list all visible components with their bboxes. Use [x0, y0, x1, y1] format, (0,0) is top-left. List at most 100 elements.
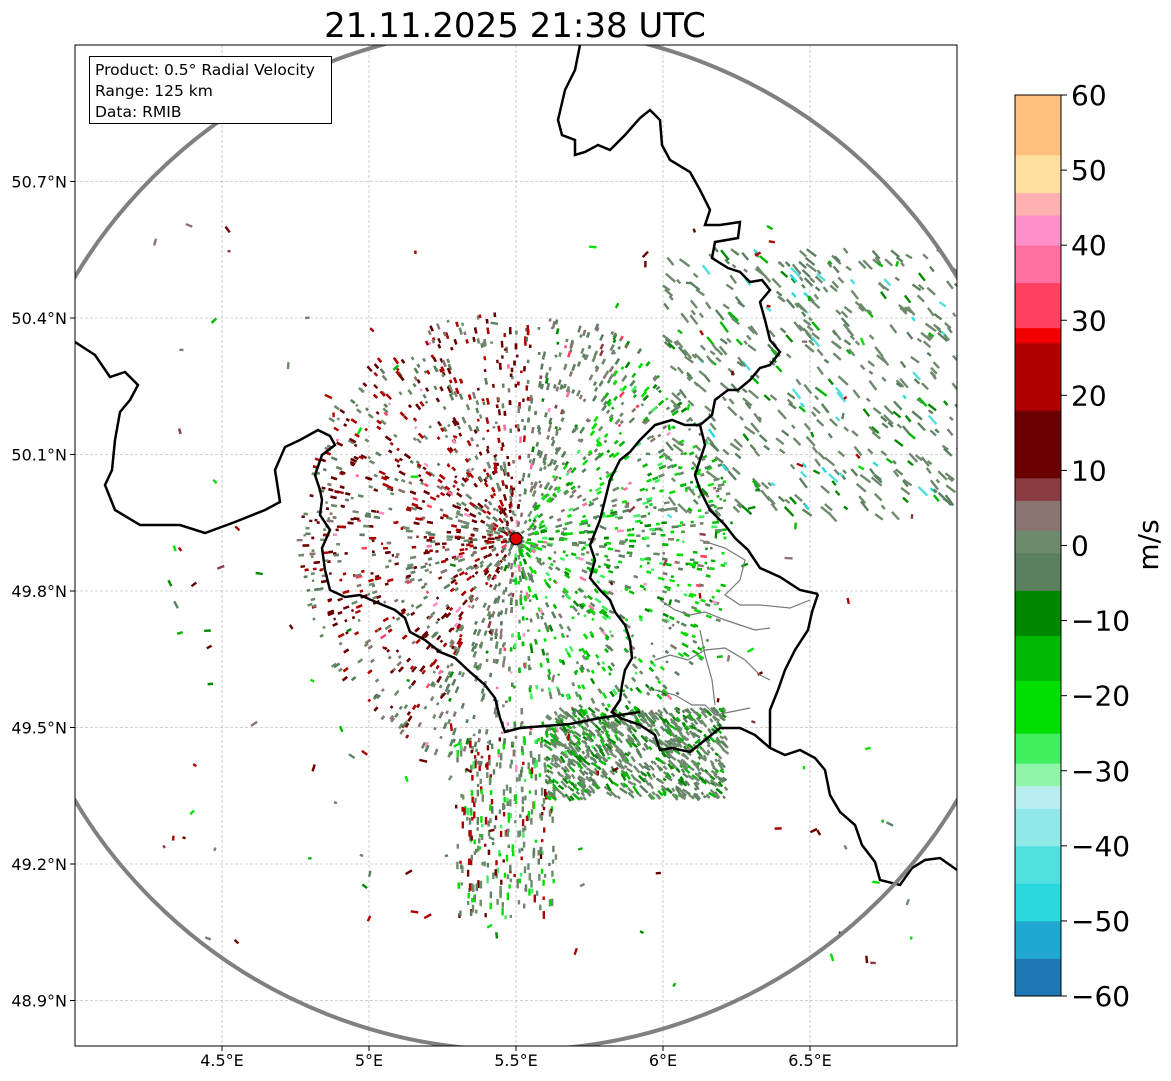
- echo-gate: [314, 518, 318, 522]
- echo-gate: [456, 487, 461, 492]
- echo-gate: [504, 607, 508, 615]
- echo-gate: [627, 481, 633, 486]
- echo-gate: [497, 409, 502, 416]
- echo-gate: [323, 528, 326, 531]
- echo-gate: [528, 344, 532, 348]
- echo-gate: [608, 569, 614, 574]
- echo-gate: [513, 643, 517, 649]
- echo-gate: [518, 575, 522, 582]
- echo-gate: [422, 434, 429, 440]
- echo-gate: [660, 533, 666, 537]
- echo-gate: [316, 521, 320, 524]
- echo-gate: [711, 525, 718, 529]
- echo-gate: [667, 538, 674, 541]
- echo-gate: [608, 672, 612, 676]
- echo-gate: [608, 452, 615, 458]
- echo-gate: [490, 341, 493, 344]
- echo-gate: [604, 634, 610, 639]
- echo-gate: [629, 544, 635, 548]
- echo-gate: [446, 530, 452, 534]
- echo-gate: [510, 476, 514, 480]
- echo-gate: [644, 683, 650, 689]
- echo-gate: [509, 647, 513, 652]
- echo-gate: [520, 370, 523, 374]
- echo-gate: [636, 534, 641, 537]
- echo-gate: [513, 721, 516, 725]
- echo-gate: [617, 346, 621, 350]
- echo-gate: [643, 582, 648, 586]
- echo-gate: [305, 532, 311, 536]
- echo-gate: [508, 666, 511, 672]
- echo-gate: [513, 360, 516, 366]
- echo-gate: [434, 542, 440, 546]
- echo-gate: [302, 544, 310, 547]
- echo-gate: [634, 671, 638, 675]
- echo-gate: [411, 665, 418, 673]
- echo-gate: [513, 563, 517, 567]
- echo-gate: [388, 559, 392, 563]
- echo-gate: [484, 498, 488, 503]
- echo-gate: [501, 403, 505, 409]
- echo-gate: [723, 561, 728, 565]
- echo-gate: [550, 326, 554, 330]
- echo-gate: [522, 472, 526, 478]
- echo-gate: [666, 431, 671, 436]
- echo-gate: [617, 560, 623, 564]
- echo-gate: [518, 619, 521, 624]
- echo-gate: [528, 667, 532, 670]
- echo-gate: [383, 411, 389, 417]
- echo-gate: [611, 503, 617, 508]
- echo-gate: [665, 660, 669, 664]
- echo-gate: [457, 537, 461, 540]
- echo-gate: [502, 656, 506, 662]
- echo-gate: [426, 615, 431, 620]
- echo-gate: [391, 554, 395, 557]
- echo-gate: [577, 693, 583, 701]
- echo-gate: [461, 599, 468, 606]
- echo-gate: [716, 494, 720, 498]
- echo-gate: [480, 755, 484, 759]
- echo-gate: [689, 480, 694, 484]
- echo-gate: [505, 539, 512, 545]
- echo-gate: [440, 484, 448, 491]
- echo-gate: [371, 553, 376, 557]
- echo-gate: [373, 371, 379, 377]
- echo-gate: [623, 455, 630, 461]
- echo-gate: [363, 524, 370, 528]
- echo-gate: [339, 525, 346, 529]
- echo-gate: [466, 575, 473, 582]
- echo-gate: [474, 557, 481, 563]
- echo-gate: [548, 537, 554, 541]
- echo-gate: [515, 599, 518, 606]
- echo-gate: [596, 580, 601, 584]
- echo-gate: [603, 536, 609, 540]
- echo-gate: [521, 641, 525, 647]
- echo-gate: [646, 544, 650, 548]
- echo-gate: [512, 460, 515, 464]
- echo-gate: [614, 527, 619, 530]
- echo-gate: [446, 538, 453, 541]
- echo-gate: [532, 513, 540, 521]
- echo-gate: [456, 530, 461, 534]
- echo-gate: [501, 383, 505, 388]
- echo-gate: [514, 383, 518, 388]
- echo-gate: [468, 471, 475, 479]
- echo-gate: [314, 457, 320, 462]
- echo-gate: [610, 662, 616, 668]
- echo-gate: [583, 595, 588, 600]
- echo-gate: [398, 457, 403, 462]
- echo-gate: [303, 512, 309, 516]
- echo-gate: [417, 473, 422, 478]
- echo-gate: [552, 559, 557, 564]
- echo-gate: [577, 325, 582, 333]
- echo-gate: [496, 359, 499, 364]
- map-axes: 4.5°E 5°E 5.5°E 6°E 6.5°E 50.7°N50.4°N50.1°N…: [11, 44, 958, 1070]
- echo-gate: [558, 658, 563, 664]
- echo-gate: [661, 521, 668, 525]
- echo-gate: [561, 461, 566, 466]
- echo-gate: [301, 515, 305, 519]
- echo-gate: [614, 549, 621, 553]
- echo-gate: [582, 497, 587, 502]
- echo-gate: [548, 366, 552, 371]
- echo-gate: [522, 633, 526, 637]
